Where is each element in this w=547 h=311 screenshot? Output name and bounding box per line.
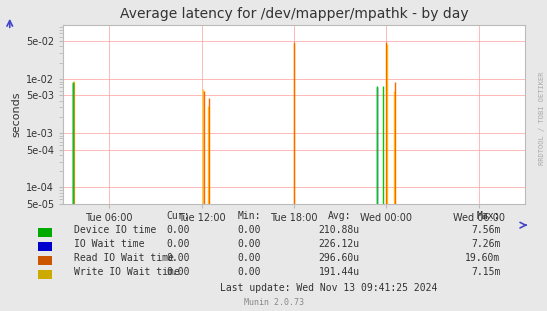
Text: Avg:: Avg: [328, 211, 351, 221]
Text: 0.00: 0.00 [166, 239, 189, 249]
Text: 0.00: 0.00 [166, 267, 189, 277]
Text: 210.88u: 210.88u [318, 225, 360, 235]
Text: 0.00: 0.00 [166, 253, 189, 263]
Text: Munin 2.0.73: Munin 2.0.73 [243, 298, 304, 307]
Text: 0.00: 0.00 [166, 225, 189, 235]
Text: 0.00: 0.00 [237, 253, 260, 263]
Text: Device IO time: Device IO time [74, 225, 156, 235]
Text: 19.60m: 19.60m [465, 253, 501, 263]
Text: Min:: Min: [237, 211, 260, 221]
Text: RRDTOOL / TOBI OETIKER: RRDTOOL / TOBI OETIKER [539, 72, 545, 165]
Text: 0.00: 0.00 [237, 239, 260, 249]
Text: Read IO Wait time: Read IO Wait time [74, 253, 174, 263]
Text: Max:: Max: [477, 211, 501, 221]
Text: 7.26m: 7.26m [471, 239, 501, 249]
Text: 7.15m: 7.15m [471, 267, 501, 277]
Text: Write IO Wait time: Write IO Wait time [74, 267, 179, 277]
Text: 0.00: 0.00 [237, 225, 260, 235]
Text: 191.44u: 191.44u [318, 267, 360, 277]
Title: Average latency for /dev/mapper/mpathk - by day: Average latency for /dev/mapper/mpathk -… [120, 7, 468, 21]
Text: IO Wait time: IO Wait time [74, 239, 144, 249]
Text: Cur:: Cur: [166, 211, 189, 221]
Text: 296.60u: 296.60u [318, 253, 360, 263]
Text: 7.56m: 7.56m [471, 225, 501, 235]
Y-axis label: seconds: seconds [11, 91, 21, 137]
Text: Last update: Wed Nov 13 09:41:25 2024: Last update: Wed Nov 13 09:41:25 2024 [219, 283, 437, 293]
Text: 226.12u: 226.12u [318, 239, 360, 249]
Text: 0.00: 0.00 [237, 267, 260, 277]
